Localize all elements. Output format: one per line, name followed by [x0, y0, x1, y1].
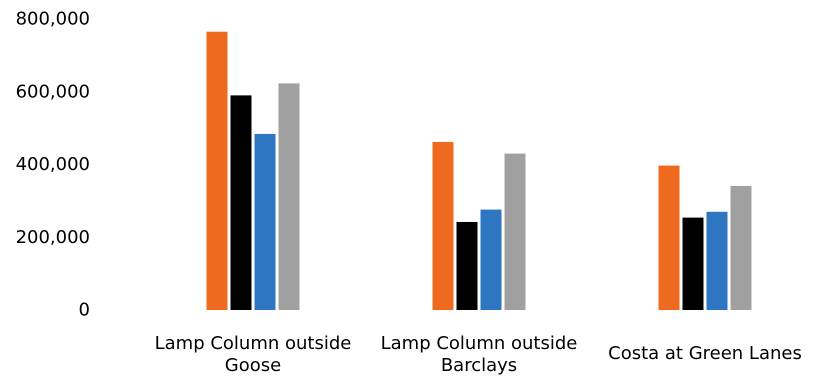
bar-series-1-category-1 [206, 31, 228, 310]
bar-series-4-category-3 [730, 185, 752, 310]
x-category-label: Lamp Column outside [381, 333, 578, 354]
bar-series-4-category-1 [278, 83, 300, 310]
y-axis: 0 200,000 400,000 600,000 800,000 [16, 9, 90, 321]
y-tick-label: 200,000 [16, 227, 90, 248]
bar-series-2-category-1 [230, 95, 252, 310]
bar-series-1-category-3 [658, 165, 680, 310]
x-category-label: Costa at Green Lanes [608, 343, 802, 364]
bar-series-1-category-2 [432, 141, 454, 310]
y-tick-label: 400,000 [16, 154, 90, 175]
bar-series-2-category-2 [456, 221, 478, 310]
x-category-label: Barclays [441, 355, 517, 376]
bar-series-3-category-1 [254, 133, 276, 310]
bar-series-4-category-2 [504, 153, 526, 310]
y-tick-label: 600,000 [16, 81, 90, 102]
bar-series-3-category-3 [706, 211, 728, 310]
bar-series-2-category-3 [682, 217, 704, 310]
y-tick-label: 0 [79, 300, 90, 321]
x-category-label: Lamp Column outside [155, 333, 352, 354]
y-tick-label: 800,000 [16, 9, 90, 30]
bar-series-3-category-2 [480, 209, 502, 310]
x-category-label: Goose [225, 355, 281, 376]
plot-area [206, 31, 752, 310]
